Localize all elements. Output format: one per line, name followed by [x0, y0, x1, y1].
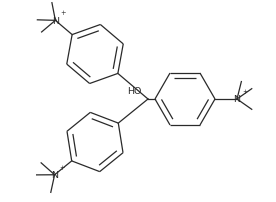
Text: N: N	[52, 17, 59, 26]
Text: N: N	[51, 170, 58, 179]
Text: +: +	[60, 10, 66, 16]
Text: N: N	[233, 95, 240, 104]
Text: HO: HO	[128, 87, 142, 96]
Text: +: +	[242, 88, 248, 95]
Text: +: +	[60, 164, 65, 170]
